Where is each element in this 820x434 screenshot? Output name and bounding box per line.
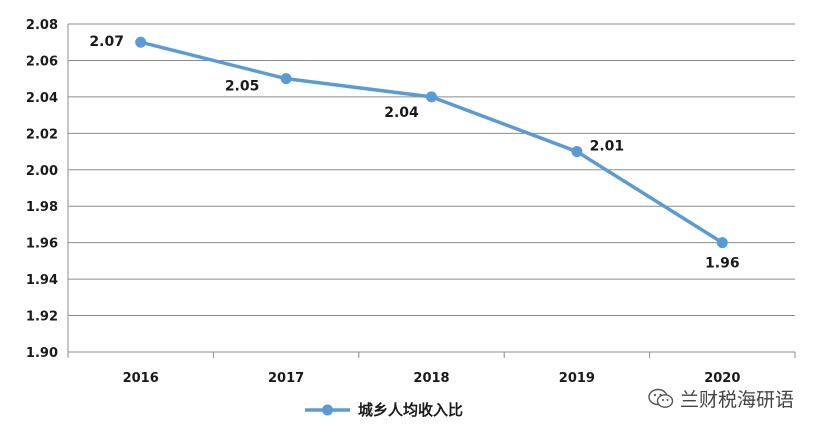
y-axis-ticks: 1.90 1.92 1.94 1.96 1.98 2.00 2.02 2.04 2.06 2.08 (26, 18, 58, 361)
data-point (716, 237, 728, 249)
watermark: 兰财税海研语 (648, 385, 794, 412)
y-tick-label: 1.94 (26, 273, 58, 288)
series-layer: 2.07 2.05 2.04 2.01 1.96 (89, 34, 739, 271)
data-label: 2.01 (590, 139, 625, 155)
y-tick-label: 2.04 (26, 91, 58, 106)
data-label: 1.96 (705, 256, 740, 272)
data-label: 2.04 (384, 105, 419, 121)
legend-label: 城乡人均收入比 (358, 401, 463, 419)
data-point (135, 36, 147, 48)
y-tick-label: 1.92 (26, 310, 58, 325)
series-line (140, 40, 724, 245)
x-tick-label: 2017 (268, 371, 304, 386)
wechat-icon (648, 388, 674, 408)
y-tick-label: 1.98 (26, 200, 58, 215)
data-label: 2.07 (89, 34, 124, 50)
x-tick-label: 2016 (123, 371, 159, 386)
legend-swatch-marker (322, 404, 333, 416)
x-tick-label: 2020 (704, 371, 740, 386)
data-point (280, 73, 292, 85)
data-point (426, 91, 437, 103)
x-axis: 2016 2017 2018 2019 2020 (67, 352, 796, 386)
legend: 城乡人均收入比 (305, 401, 463, 419)
y-tick-label: 2.06 (26, 54, 58, 69)
data-label: 2.05 (225, 79, 260, 95)
watermark-text: 兰财税海研语 (679, 389, 794, 411)
y-tick-label: 2.00 (26, 164, 58, 179)
x-tick-label: 2018 (413, 371, 449, 386)
x-tick-label: 2019 (559, 371, 595, 386)
y-tick-label: 1.96 (26, 237, 58, 252)
gridlines (67, 23, 795, 353)
y-tick-label: 2.02 (26, 127, 58, 142)
y-tick-label: 2.08 (26, 18, 58, 33)
y-tick-label: 1.90 (26, 346, 58, 361)
data-point (571, 146, 583, 158)
